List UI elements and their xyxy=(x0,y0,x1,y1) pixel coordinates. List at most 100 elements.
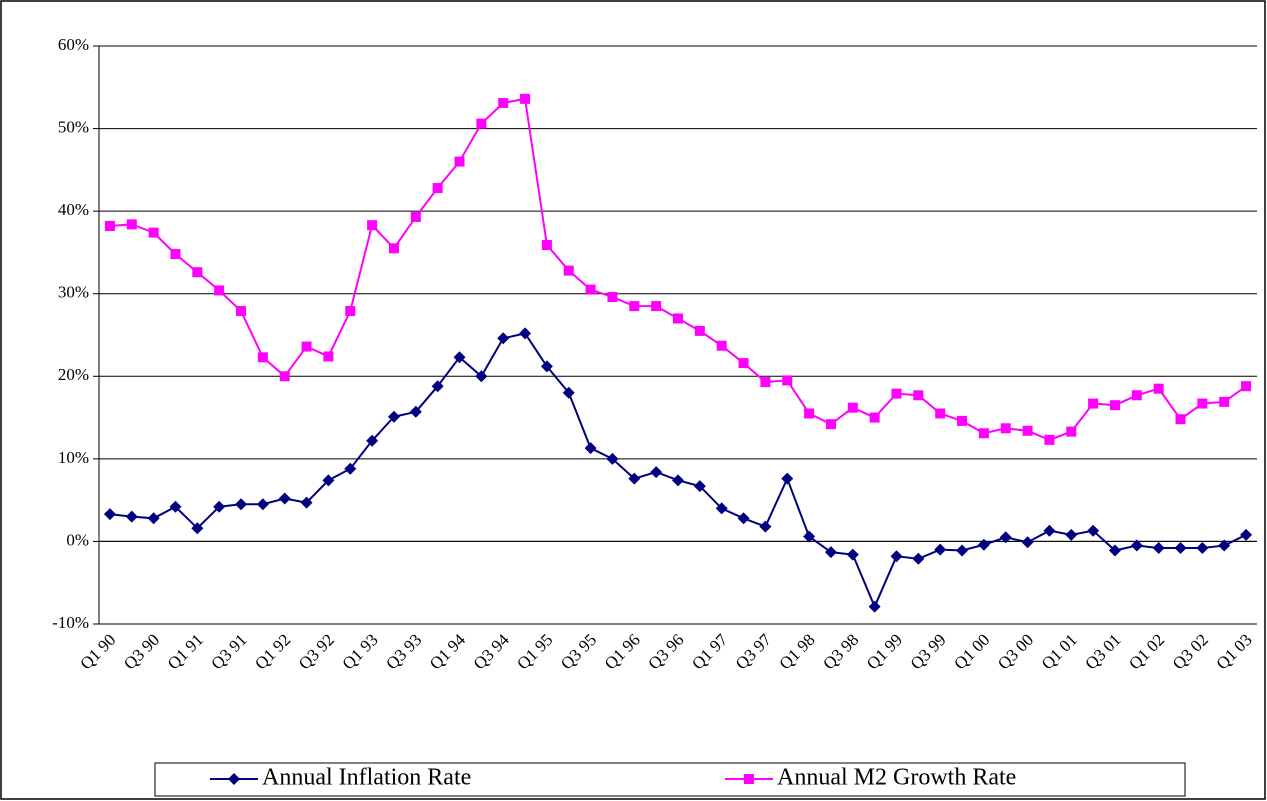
marker xyxy=(475,370,488,383)
marker xyxy=(1108,544,1121,557)
legend-box xyxy=(154,762,1186,797)
marker xyxy=(744,774,754,784)
marker xyxy=(672,474,684,487)
marker xyxy=(999,531,1012,544)
marker xyxy=(126,219,137,230)
marker xyxy=(476,118,487,129)
y-tick-label: 20% xyxy=(58,365,89,384)
marker xyxy=(1088,398,1099,409)
marker xyxy=(1130,539,1143,552)
marker xyxy=(1109,400,1120,411)
marker xyxy=(1240,528,1253,541)
marker xyxy=(977,538,990,551)
marker xyxy=(103,508,116,521)
marker xyxy=(1197,398,1208,409)
marker xyxy=(301,341,312,352)
marker xyxy=(1152,542,1165,555)
marker xyxy=(825,419,836,430)
marker xyxy=(1000,423,1011,434)
marker xyxy=(694,325,705,336)
marker xyxy=(1021,536,1034,549)
marker xyxy=(562,386,575,399)
marker xyxy=(607,292,618,303)
marker xyxy=(454,156,465,167)
marker xyxy=(737,512,750,525)
legend-label: Annual Inflation Rate xyxy=(262,765,471,791)
marker xyxy=(236,306,247,317)
marker xyxy=(759,520,772,533)
marker xyxy=(498,97,509,108)
marker xyxy=(1219,396,1230,407)
legend: Annual Inflation Rate Annual M2 Growth Ra… xyxy=(154,762,1186,797)
marker xyxy=(540,360,553,373)
marker xyxy=(846,548,859,561)
marker xyxy=(956,544,969,557)
marker xyxy=(148,227,159,238)
marker xyxy=(1087,524,1100,537)
marker xyxy=(1066,426,1077,437)
marker xyxy=(300,496,313,509)
marker xyxy=(673,313,683,324)
marker xyxy=(1196,542,1209,555)
marker xyxy=(192,267,203,278)
marker xyxy=(541,239,552,250)
marker xyxy=(606,452,619,465)
marker xyxy=(1022,425,1033,436)
marker xyxy=(257,352,268,363)
marker xyxy=(1218,539,1231,552)
marker xyxy=(715,502,728,515)
marker xyxy=(1065,528,1078,541)
marker xyxy=(868,600,881,613)
marker xyxy=(256,498,269,511)
marker xyxy=(453,351,466,364)
marker xyxy=(1043,524,1056,537)
marker xyxy=(367,220,378,231)
marker xyxy=(344,462,357,475)
marker xyxy=(782,375,793,386)
marker xyxy=(278,492,291,505)
marker xyxy=(387,410,400,423)
marker xyxy=(913,390,924,401)
marker xyxy=(323,351,334,362)
marker xyxy=(410,211,421,222)
marker xyxy=(781,472,794,485)
marker xyxy=(847,402,858,413)
y-tick-label: 0% xyxy=(66,530,89,549)
marker xyxy=(228,773,240,785)
y-tick-label: 60% xyxy=(58,35,89,54)
marker xyxy=(409,405,422,418)
marker xyxy=(431,380,444,393)
marker xyxy=(322,474,335,487)
y-tick-label: 50% xyxy=(58,117,89,136)
marker xyxy=(125,510,138,523)
marker xyxy=(345,306,356,317)
marker xyxy=(891,388,902,399)
legend-label: Annual M2 Growth Rate xyxy=(777,765,1016,791)
marker xyxy=(1241,381,1252,392)
marker xyxy=(366,434,379,447)
y-tick-label: 40% xyxy=(58,200,89,219)
marker xyxy=(912,552,925,565)
marker xyxy=(934,543,947,556)
marker xyxy=(563,265,574,276)
marker xyxy=(760,377,771,388)
marker xyxy=(214,285,225,296)
y-tick-label: 10% xyxy=(58,448,89,467)
marker xyxy=(628,472,641,485)
marker xyxy=(738,358,749,369)
marker xyxy=(169,500,182,513)
marker xyxy=(279,371,290,382)
marker xyxy=(388,243,399,254)
marker xyxy=(935,408,946,419)
marker xyxy=(869,412,880,423)
y-tick-label: 30% xyxy=(58,283,89,302)
marker xyxy=(957,415,968,426)
marker xyxy=(213,500,226,513)
marker xyxy=(978,428,989,439)
marker xyxy=(497,332,510,345)
marker xyxy=(716,340,727,351)
marker xyxy=(191,522,204,535)
marker xyxy=(519,327,532,340)
marker xyxy=(147,512,160,525)
